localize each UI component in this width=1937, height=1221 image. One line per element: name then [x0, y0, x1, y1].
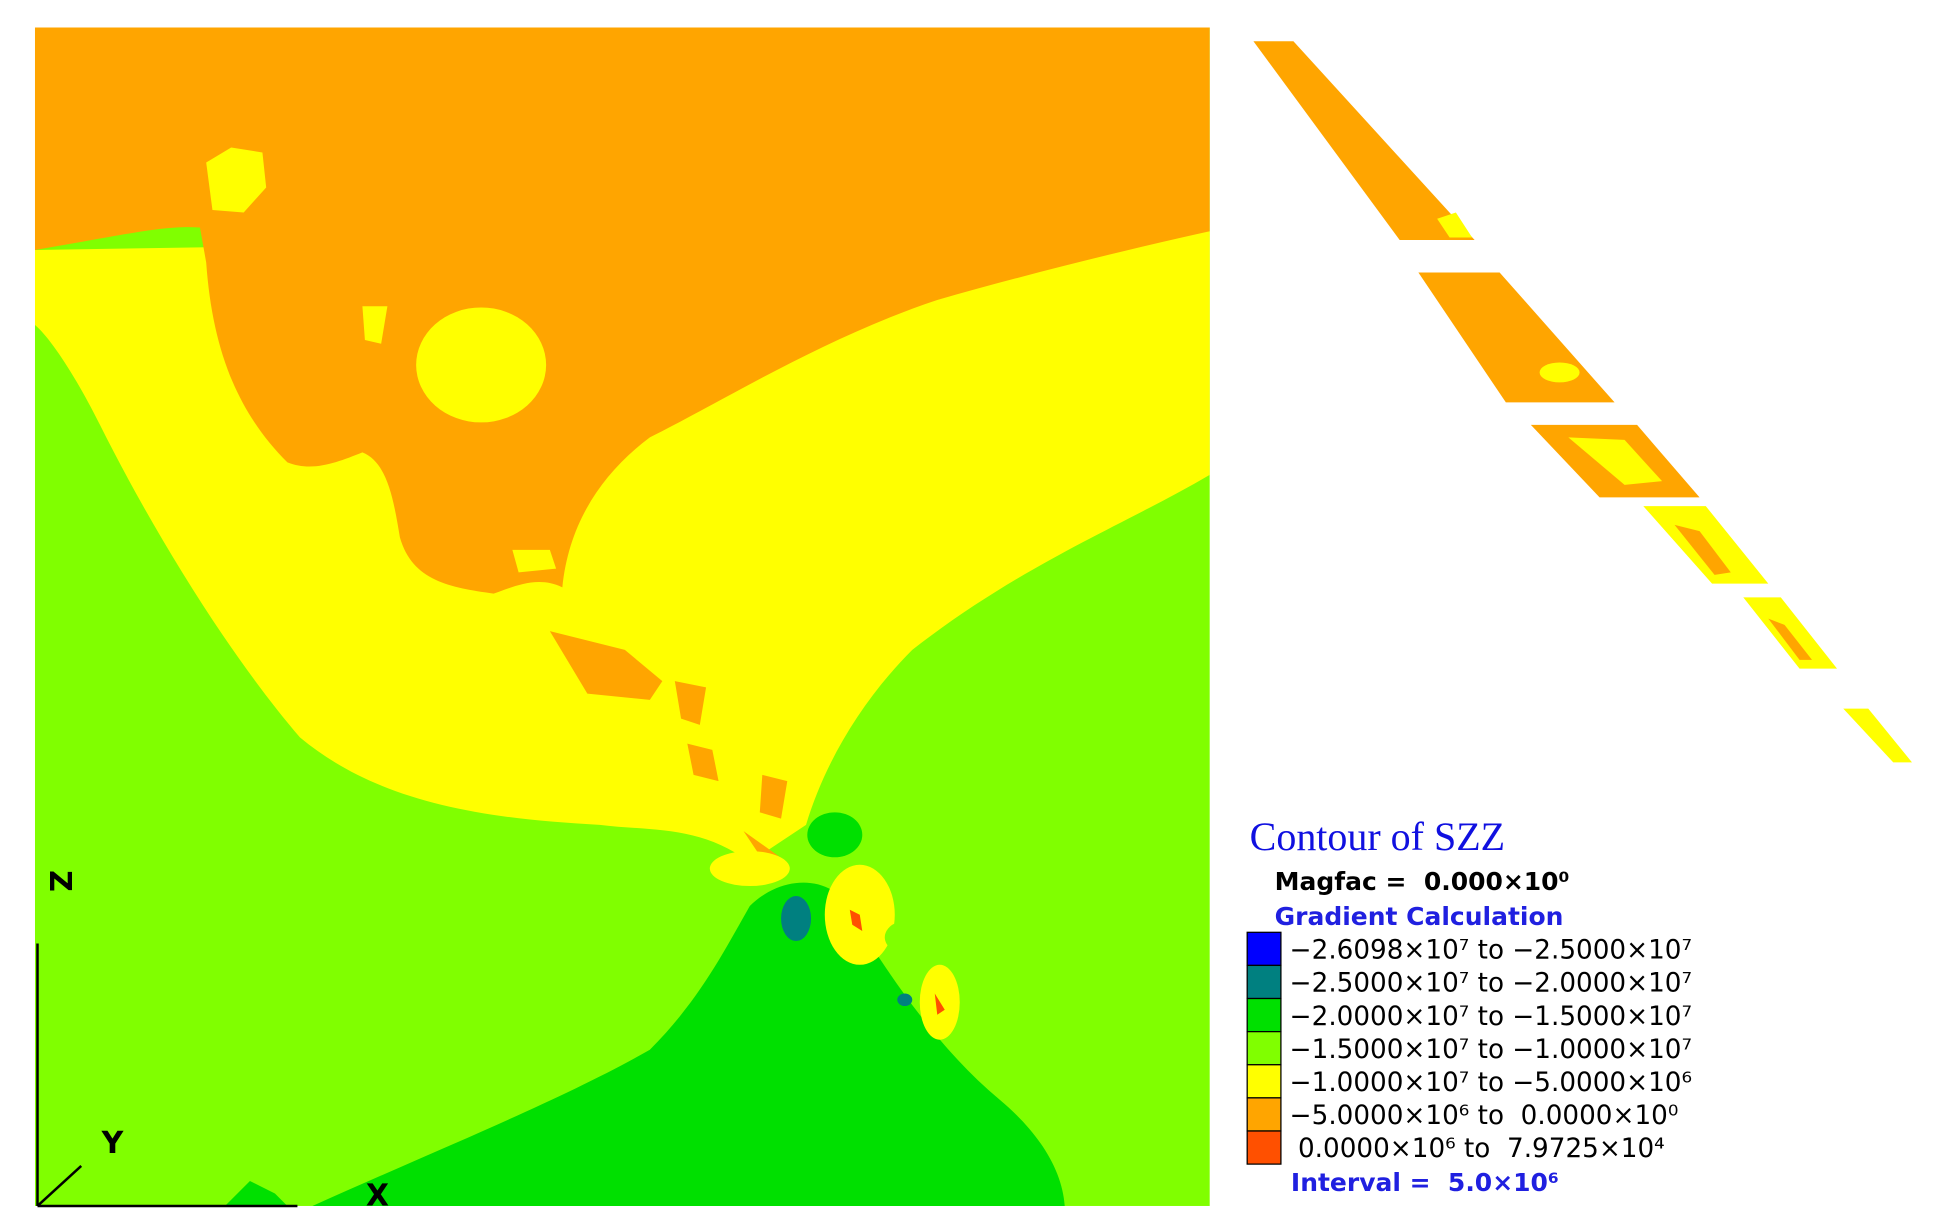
magfac: Magfac = 0.000×10⁰: [1275, 867, 1570, 896]
legend-swatch: [1246, 1097, 1282, 1132]
legend-label: −5.0000×10⁶ to 0.0000×10⁰: [1290, 1101, 1679, 1131]
legend: Contour of SZZ Magfac = 0.000×10⁰ Gradie…: [1246, 814, 1692, 1197]
axis-label: Z: [42, 870, 77, 892]
legend-swatch: [1246, 964, 1282, 1000]
legend-title: Contour of SZZ: [1250, 814, 1505, 859]
legend-swatch: [1246, 931, 1282, 967]
axis-label: X: [366, 1179, 389, 1214]
legend-label: −1.5000×10⁷ to −1.0000×10⁷: [1290, 1035, 1692, 1065]
legend-swatch: [1246, 1031, 1282, 1066]
axis-triad: [36, 943, 298, 1208]
legend-label: −2.6098×10⁷ to −2.5000×10⁷: [1290, 936, 1692, 966]
legend-swatch: [1246, 997, 1282, 1033]
axis-label: Y: [101, 1126, 124, 1161]
legend-label: −1.0000×10⁷ to −5.0000×10⁶: [1290, 1068, 1692, 1098]
contour-plot: [34, 27, 1210, 1206]
legend-label: −2.5000×10⁷ to −2.0000×10⁷: [1290, 969, 1692, 999]
legend-swatch: [1246, 1064, 1282, 1099]
legend-swatch: [1246, 1130, 1282, 1165]
legend-label: 0.0000×10⁶ to 7.9725×10⁴: [1290, 1134, 1665, 1164]
interval: Interval = 5.0×10⁶: [1291, 1168, 1559, 1197]
method: Gradient Calculation: [1275, 902, 1564, 931]
legend-label: −2.0000×10⁷ to −1.5000×10⁷: [1290, 1002, 1692, 1032]
section-strips: [1253, 41, 1913, 763]
legend-rows: −2.6098×10⁷ to −2.5000×10⁷−2.5000×10⁷ to…: [1246, 931, 1692, 1165]
